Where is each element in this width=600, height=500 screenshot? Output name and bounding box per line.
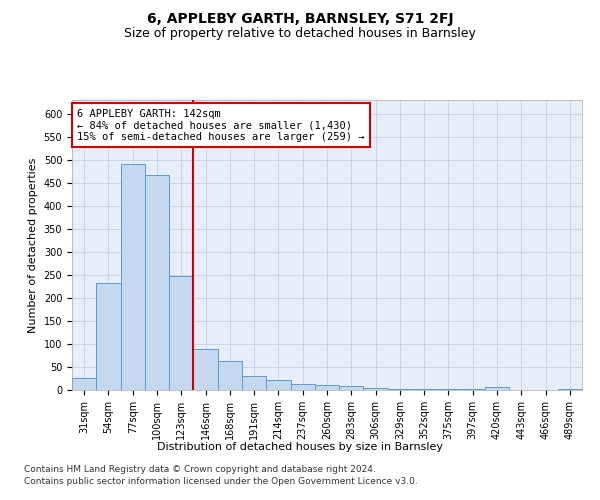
Bar: [72, 378, 96, 390]
Text: Distribution of detached houses by size in Barnsley: Distribution of detached houses by size …: [157, 442, 443, 452]
Bar: [193, 350, 218, 390]
Bar: [558, 388, 582, 390]
Bar: [169, 276, 193, 390]
Bar: [436, 389, 461, 390]
Bar: [145, 174, 169, 390]
Text: 6, APPLEBY GARTH, BARNSLEY, S71 2FJ: 6, APPLEBY GARTH, BARNSLEY, S71 2FJ: [146, 12, 454, 26]
Bar: [266, 380, 290, 390]
Y-axis label: Number of detached properties: Number of detached properties: [28, 158, 38, 332]
Bar: [242, 376, 266, 390]
Bar: [461, 389, 485, 390]
Bar: [315, 386, 339, 390]
Bar: [121, 164, 145, 390]
Bar: [412, 389, 436, 390]
Text: Size of property relative to detached houses in Barnsley: Size of property relative to detached ho…: [124, 28, 476, 40]
Text: Contains public sector information licensed under the Open Government Licence v3: Contains public sector information licen…: [24, 478, 418, 486]
Bar: [364, 388, 388, 390]
Bar: [339, 386, 364, 390]
Bar: [290, 384, 315, 390]
Bar: [218, 362, 242, 390]
Bar: [96, 283, 121, 390]
Text: 6 APPLEBY GARTH: 142sqm
← 84% of detached houses are smaller (1,430)
15% of semi: 6 APPLEBY GARTH: 142sqm ← 84% of detache…: [77, 108, 365, 142]
Bar: [388, 388, 412, 390]
Text: Contains HM Land Registry data © Crown copyright and database right 2024.: Contains HM Land Registry data © Crown c…: [24, 465, 376, 474]
Bar: [485, 387, 509, 390]
